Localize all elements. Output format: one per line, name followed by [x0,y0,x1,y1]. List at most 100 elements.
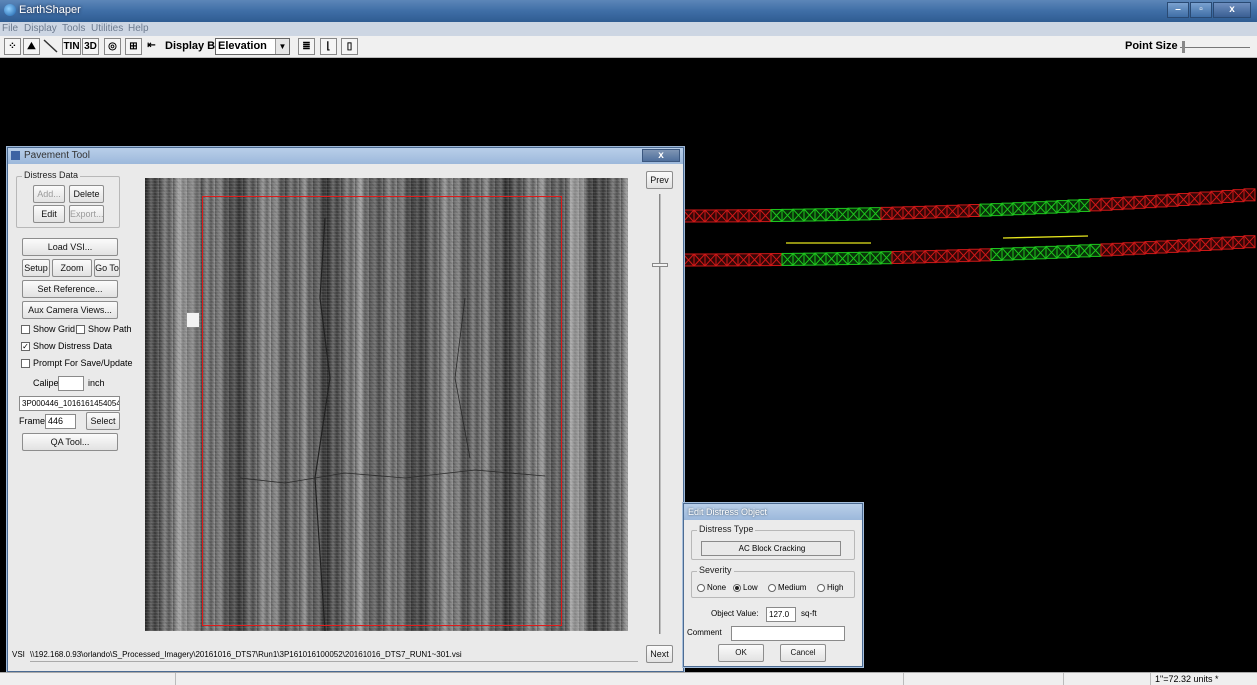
road-cell-cross [1034,246,1047,260]
menu-tools[interactable]: Tools [62,23,86,34]
road-cell-cross [1199,238,1212,251]
object-value-input[interactable]: 127.0 [766,607,796,622]
line-tool-icon[interactable] [42,38,59,55]
add-button[interactable]: Add... [33,185,65,203]
caliper-input[interactable] [58,376,84,391]
road-cell-cross [1067,199,1080,213]
pavement-tool-close-button[interactable]: x [642,149,680,162]
setup-button[interactable]: Setup [22,259,50,277]
goto-button[interactable]: Go To [94,259,120,277]
chart-icon[interactable]: ⌊ [320,38,337,55]
annotation-line-2 [1002,235,1089,239]
terrain-icon[interactable]: ⛰ [23,38,40,55]
road-cell-cross [1034,201,1047,215]
zoom-out-button[interactable]: Zoom Out [52,259,92,289]
minimize-button[interactable]: – [1167,2,1189,18]
point-size-slider[interactable] [1182,41,1185,53]
close-button[interactable]: x [1213,2,1251,18]
status-divider-1 [175,673,176,685]
road-cell-cross [759,253,772,266]
road-cell-cross [715,253,728,267]
road-cell-cross [1078,244,1091,258]
prompt-save-checkbox[interactable]: Prompt For Save/Update [21,358,133,368]
pavement-noise [145,178,628,631]
severity-none-label: None [707,583,727,592]
prev-button[interactable]: Prev [646,171,673,189]
road-cell-cross [1133,241,1146,255]
region-of-interest[interactable] [202,196,562,626]
prompt-save-label: Prompt For Save/Update [33,358,133,368]
window-controls: – ▫ x [1167,2,1251,18]
points-icon[interactable]: ⁘ [4,38,21,55]
window-icon [11,151,20,160]
aux-camera-button[interactable]: Aux Camera Views... [22,301,118,319]
arrow-left-icon[interactable]: ⇤ [147,40,156,51]
set-reference-button[interactable]: Set Reference... [22,280,118,298]
road-cell-cross [913,206,926,219]
menu-file[interactable]: File [2,23,19,34]
distress-data-label: Distress Data [22,170,81,180]
road-cell-cross [946,204,959,218]
road-cell-cross [990,203,1003,216]
show-grid-box [21,324,30,334]
road-cell-cross [683,209,695,223]
document-icon[interactable]: ▯ [341,38,358,55]
severity-none-radio[interactable]: None [697,583,726,592]
road-cell-cross [1199,191,1212,205]
road-cell-cross [781,253,794,266]
frame-slider-thumb[interactable] [652,263,668,267]
road-cell-cross [891,206,904,220]
maximize-button[interactable]: ▫ [1190,2,1212,18]
checkmark-icon: ✓ [21,341,30,351]
distress-type-label: Distress Type [697,524,756,534]
show-distress-checkbox[interactable]: ✓ Show Distress Data [21,341,112,351]
qa-tool-button[interactable]: QA Tool... [22,433,118,451]
road-cell-cross [683,253,695,267]
scale-readout: 1"=72.32 units * [1150,673,1257,685]
next-button[interactable]: Next [646,645,673,663]
frame-input[interactable]: 446 [45,414,76,429]
frame-label: Frame [19,416,46,426]
vsi-label: VSI [12,650,25,659]
severity-medium-radio[interactable]: Medium [768,583,806,592]
cancel-button[interactable]: Cancel [780,644,826,662]
display-by-select[interactable]: Elevation ▼ [215,38,290,55]
severity-high-radio[interactable]: High [817,583,843,592]
road-cell-cross [1133,195,1146,209]
pavement-tool-titlebar: Pavement Tool x [8,148,683,164]
ok-button[interactable]: OK [718,644,764,662]
delete-button[interactable]: Delete [69,185,104,203]
object-value-unit: sq-ft [801,609,817,618]
road-cell-cross [957,204,970,218]
select-button[interactable]: Select [86,412,120,430]
show-path-label: Show Path [88,324,132,334]
comment-input[interactable] [731,626,845,641]
severity-low-radio[interactable]: Low [733,583,758,592]
target-icon[interactable]: ◎ [104,38,121,55]
show-grid-checkbox[interactable]: Show Grid [21,324,75,334]
export-button[interactable]: Export... [69,205,104,223]
road-cell-cross [1144,195,1157,208]
pavement-image[interactable] [145,178,628,631]
display-by-value: Elevation [218,40,267,52]
road-cell-cross [880,251,893,265]
grid-icon[interactable]: ⊞ [125,38,142,55]
app-icon [4,4,16,16]
image-id-field[interactable]: 3P000446_10161614540540 [19,396,120,411]
road-cell-cross [1100,197,1113,211]
tin-button[interactable]: TIN [62,38,81,55]
road-cell-cross [1056,245,1069,259]
list-icon[interactable]: ≣ [298,38,315,55]
road-cell-cross [957,249,970,262]
road-cell-cross [1144,241,1157,254]
road-cell-cross [737,253,750,267]
menu-help[interactable]: Help [128,23,149,34]
menu-display[interactable]: Display [24,23,57,34]
road-cell-cross [979,248,992,262]
load-vsi-button[interactable]: Load VSI... [22,238,118,256]
show-path-checkbox[interactable]: Show Path [76,324,132,334]
3d-button[interactable]: 3D [82,38,99,55]
edit-button[interactable]: Edit [33,205,65,223]
road-cell-cross [814,252,827,266]
menu-utilities[interactable]: Utilities [91,23,124,34]
